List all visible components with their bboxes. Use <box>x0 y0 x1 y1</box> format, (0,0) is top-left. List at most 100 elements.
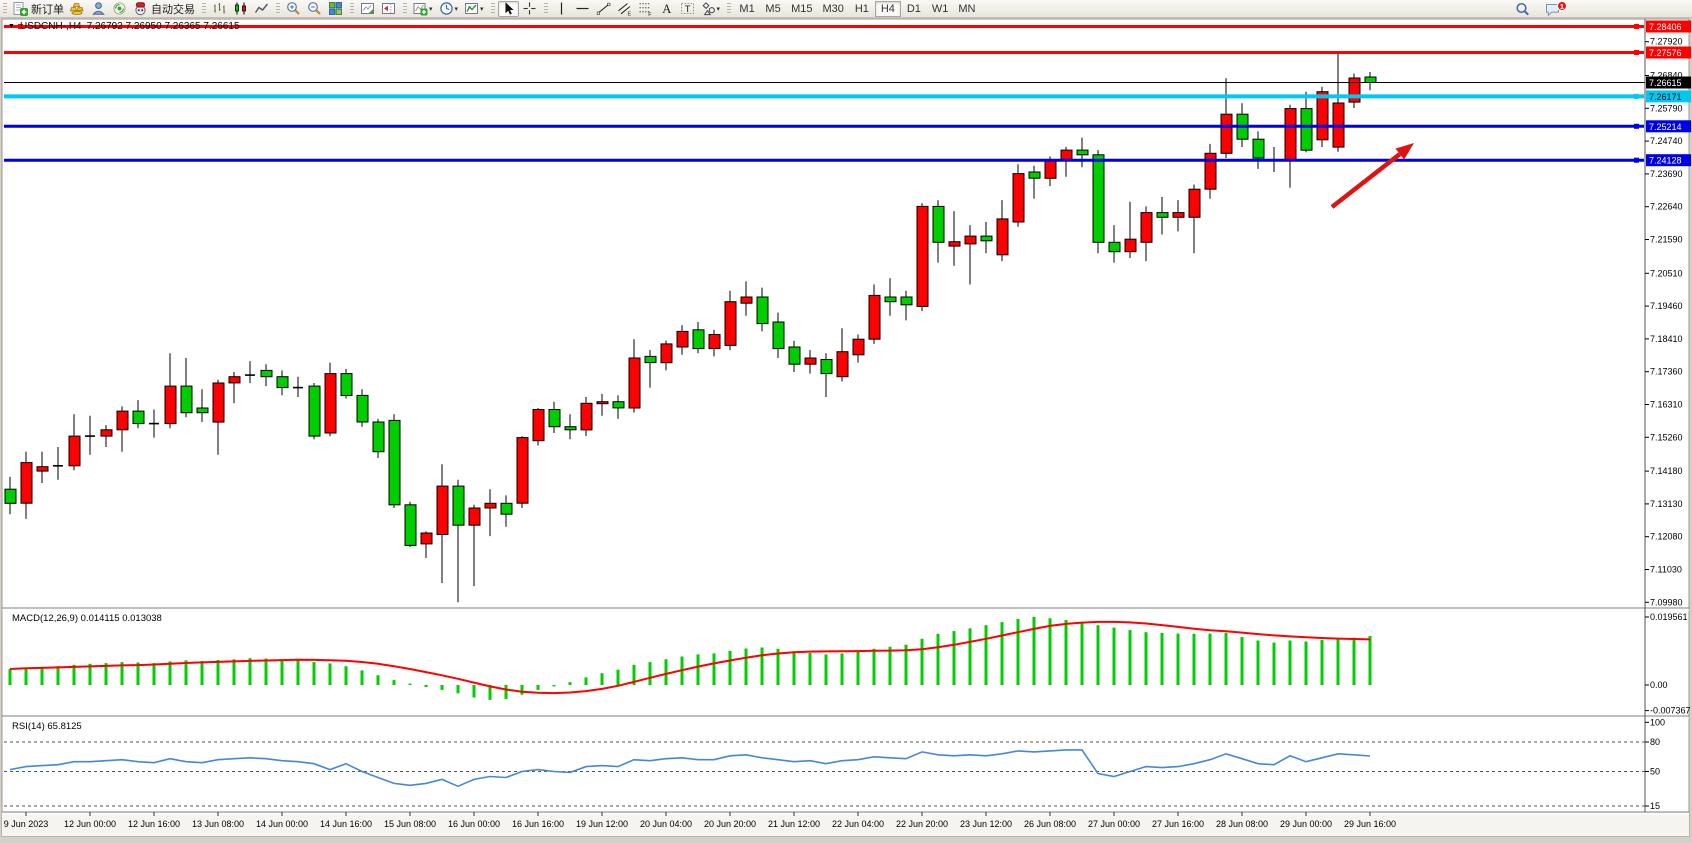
toolbar-grip[interactable] <box>3 2 7 15</box>
resistance-line-1-handle[interactable] <box>18 24 23 29</box>
chart-title: ▼ USDCNH-,H4 7.26792 7.26950 7.26365 7.2… <box>8 21 240 32</box>
chevron-down-icon[interactable]: ▾ <box>429 5 433 13</box>
auto-trading-button-label: 自动交易 <box>151 3 195 16</box>
toolbar-grip[interactable] <box>490 2 495 15</box>
toolbar-grip[interactable] <box>543 2 548 15</box>
text-button[interactable]: A <box>656 1 677 17</box>
vertical-line-button[interactable] <box>551 1 572 17</box>
timeframe-d1-button[interactable]: D1 <box>906 2 921 15</box>
candle-body <box>692 329 705 350</box>
timeframe-h4-button[interactable]: H4 <box>874 0 901 17</box>
candle-body <box>820 359 833 375</box>
trendline-button[interactable] <box>593 1 614 17</box>
auto-scroll-button[interactable] <box>357 1 378 17</box>
timeframe-m15-button[interactable]: M15 <box>791 2 813 15</box>
time-tick-label: 16 Jun 00:00 <box>448 819 500 829</box>
bar-chart-button[interactable] <box>209 1 230 17</box>
candle-body <box>644 355 657 364</box>
candle-body <box>468 507 481 526</box>
candle-body <box>1188 188 1201 218</box>
tile-windows-button[interactable] <box>325 1 346 17</box>
signals-button[interactable] <box>109 1 130 17</box>
fibonacci-button[interactable]: F <box>635 1 656 17</box>
candle-body <box>1124 238 1137 253</box>
toolbar-grip[interactable] <box>350 2 354 15</box>
support-line-cyan-handle[interactable] <box>1634 93 1639 99</box>
auto-trading-button[interactable]: 自动交易 <box>130 1 198 17</box>
candle-body <box>756 296 769 325</box>
signal-icon <box>112 1 127 16</box>
candle-body <box>404 504 417 546</box>
shapes-button[interactable]: ▾ <box>698 1 724 17</box>
chart-shift-button[interactable] <box>378 1 399 17</box>
timeframe-w1-button[interactable]: W1 <box>931 2 949 15</box>
channel-icon: E <box>617 1 632 16</box>
new-order-button[interactable]: 新订单 <box>10 1 67 17</box>
candle-body <box>1348 77 1361 103</box>
gold-bars-icon <box>70 1 85 16</box>
cursor-button[interactable] <box>497 0 519 17</box>
indicators-button[interactable]: ▾ <box>410 1 436 17</box>
current-price-badge <box>1646 76 1691 89</box>
horizontal-line-button[interactable] <box>572 1 593 17</box>
price-axis[interactable]: 7.27920 7.26840 7.25790 7.24740 7.23690 7.226… <box>1644 19 1691 812</box>
candle-body <box>1316 91 1329 141</box>
rsi-indicator-label: RSI(14) 65.8125 <box>12 721 82 732</box>
timeframe-m30-button[interactable]: M30 <box>822 2 844 15</box>
timeframe-m1-button[interactable]: M1 <box>739 2 755 15</box>
toolbar-grip[interactable] <box>202 2 206 15</box>
market-watch-button[interactable] <box>67 1 88 17</box>
label-button[interactable]: T <box>677 1 698 17</box>
resistance-line-2-handle[interactable] <box>1634 50 1639 55</box>
periods-button[interactable]: ▾ <box>436 1 462 17</box>
timeframe-mn-button[interactable]: MN <box>958 2 976 15</box>
auto-scroll-icon <box>360 1 375 16</box>
line-chart-button[interactable] <box>251 1 272 17</box>
toolbar-grip[interactable] <box>727 2 732 15</box>
candle-body <box>564 426 577 431</box>
zoom-out-button[interactable] <box>304 1 325 17</box>
template-icon <box>464 1 479 16</box>
svg-text:7.28406: 7.28406 <box>1649 22 1682 32</box>
chevron-down-icon[interactable]: ▾ <box>454 5 459 13</box>
timeframe-h1-button[interactable]: H1 <box>854 2 869 15</box>
crosshair-button[interactable] <box>519 1 540 17</box>
svg-text:0.00: 0.00 <box>1650 680 1668 690</box>
cursor-icon <box>501 1 516 16</box>
toolbar-grip[interactable] <box>276 2 280 15</box>
candle-chart-button[interactable] <box>230 1 251 17</box>
search-button[interactable] <box>1512 1 1533 17</box>
price-tick-label: 7.17360 <box>1650 367 1683 377</box>
candle-body <box>948 241 961 247</box>
trend-arrow-annotation[interactable] <box>1330 143 1414 209</box>
templates-button[interactable]: ▾ <box>461 1 487 17</box>
price-tick-label: 7.21590 <box>1650 235 1683 245</box>
zoom-in-button[interactable] <box>283 1 304 17</box>
candle-body <box>132 410 145 425</box>
navigator-button[interactable] <box>88 1 109 17</box>
support-line-blue-1-handle[interactable] <box>1634 123 1639 129</box>
text-icon: A <box>659 1 674 16</box>
channel-button[interactable]: E <box>614 1 635 17</box>
svg-text:100: 100 <box>1650 717 1665 727</box>
support-line-blue-2-handle[interactable] <box>1634 157 1639 163</box>
candle-body <box>260 369 273 378</box>
time-axis[interactable]: 9 Jun 2023 12 Jun 00:00 12 Jun 16:00 13 Jun… <box>4 812 1396 829</box>
notifications-button[interactable]: 1 <box>1542 1 1567 17</box>
tiles-icon <box>328 1 343 16</box>
chevron-down-icon[interactable]: ▾ <box>716 5 721 13</box>
toolbar-grip[interactable] <box>403 2 407 15</box>
candle-body <box>1220 113 1233 154</box>
candle-body <box>116 410 129 431</box>
time-tick-label: 13 Jun 08:00 <box>192 819 244 829</box>
price-tick-label: 7.26840 <box>1650 71 1683 81</box>
symbol-dropdown-icon[interactable]: ▼ <box>8 23 15 30</box>
time-tick-label: 26 Jun 08:00 <box>1024 819 1076 829</box>
svg-text:80: 80 <box>1650 737 1660 747</box>
candle-body <box>868 294 881 340</box>
resistance-line-1-handle[interactable] <box>1634 24 1639 29</box>
candle-body <box>548 409 561 428</box>
timeframe-m5-button[interactable]: M5 <box>765 2 781 15</box>
chevron-down-icon[interactable]: ▾ <box>480 5 484 13</box>
svg-text:0.019561: 0.019561 <box>1650 612 1688 622</box>
